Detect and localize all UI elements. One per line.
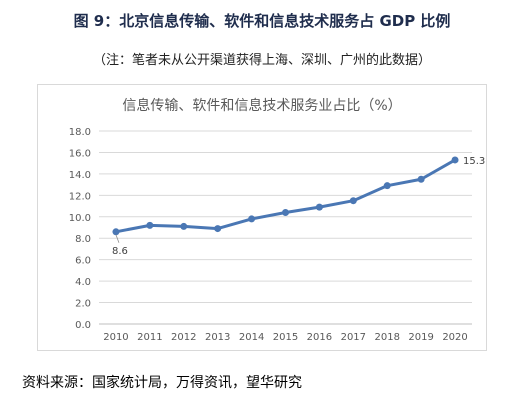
y-tick-label: 12.0: [69, 191, 91, 202]
data-point: [248, 215, 256, 223]
data-point: [451, 156, 459, 164]
data-label-leader: [115, 234, 120, 243]
series-line-path: [114, 158, 457, 234]
y-tick-label: 2.0: [75, 299, 91, 310]
line-chart: 信息传输、软件和信息技术服务业占比（%） 0.0 2.0 4.0 6.0 8.0 10.0…: [69, 97, 486, 343]
data-point: [417, 175, 425, 183]
data-point: [349, 197, 357, 205]
figure-source: 资料来源：国家统计局，万得资讯，望华研究: [22, 375, 302, 391]
x-tick-label: 2019: [408, 332, 433, 343]
x-tick-label: 2010: [103, 332, 128, 343]
y-tick-label: 8.0: [75, 234, 91, 245]
figure-note: （注：笔者未从公开渠道获得上海、深圳、广州的此数据）: [92, 53, 431, 68]
chart-container: 信息传输、软件和信息技术服务业占比（%） 0.0 2.0 4.0 6.0 8.0 10.0…: [37, 84, 487, 351]
axes: 0.0 2.0 4.0 6.0 8.0 10.0 12.0 14.0 16.0 18.0 2010 2…: [69, 127, 472, 343]
x-tick-label: 2011: [137, 332, 162, 343]
y-tick-label: 10.0: [69, 213, 91, 224]
x-tick-label: 2013: [205, 332, 230, 343]
y-tick-label: 14.0: [69, 170, 91, 181]
x-tick-label: 2017: [341, 332, 366, 343]
data-point: [180, 222, 188, 230]
data-point: [315, 203, 323, 211]
y-tick-label: 16.0: [69, 148, 91, 159]
data-point: [112, 228, 120, 236]
x-tick-label: 2014: [239, 332, 264, 343]
figure-title: 图 9：北京信息传输、软件和信息技术服务占 GDP 比例: [73, 12, 451, 30]
data-point: [383, 182, 391, 190]
gridlines: [99, 130, 472, 304]
x-tick-label: 2012: [171, 332, 196, 343]
x-tick-label: 2015: [273, 332, 298, 343]
data-labels: 8.6 15.3: [112, 156, 485, 257]
data-point: [282, 208, 289, 216]
x-tick-label: 2016: [307, 332, 332, 343]
series-line: [112, 156, 459, 236]
data-point: [146, 221, 154, 229]
y-tick-label: 18.0: [69, 127, 91, 138]
data-point: [214, 225, 222, 233]
y-tick-label: 0.0: [75, 320, 91, 331]
data-label: 15.3: [463, 156, 485, 167]
data-label: 8.6: [112, 246, 128, 257]
y-tick-label: 6.0: [75, 256, 91, 267]
x-tick-label: 2020: [442, 332, 467, 343]
chart-title: 信息传输、软件和信息技术服务业占比（%）: [122, 97, 401, 114]
x-tick-label: 2018: [375, 332, 400, 343]
y-tick-label: 4.0: [75, 277, 91, 288]
